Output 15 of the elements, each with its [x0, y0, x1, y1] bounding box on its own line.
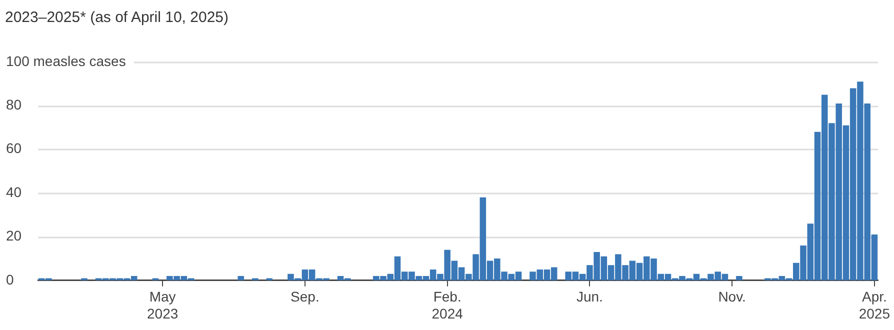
x-tick-label: Nov. [718, 288, 746, 305]
bar [736, 276, 742, 280]
x-tick-label: Feb. 2024 [432, 288, 464, 322]
x-tick-label: May 2023 [147, 288, 178, 322]
y-tick-label: 0 [6, 271, 14, 288]
chart-title: 2023–2025* (as of April 10, 2025) [5, 9, 228, 26]
y-tick-label: 80 [6, 96, 22, 113]
y-tick-label: 40 [6, 184, 22, 200]
x-tick-label: Apr. 2025 [858, 288, 890, 322]
y-tick-label: 60 [6, 140, 22, 156]
x-tick-label: Sep. [290, 288, 320, 305]
y-tick-label: 100 measles cases [6, 52, 126, 69]
x-tick-label: Jun. [576, 288, 603, 305]
y-tick-label: 20 [6, 228, 22, 244]
bar [238, 276, 244, 280]
